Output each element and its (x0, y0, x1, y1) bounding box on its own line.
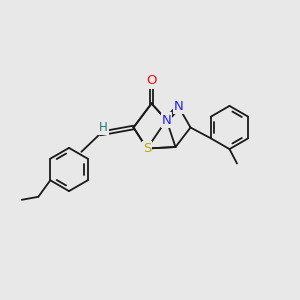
Text: N: N (174, 100, 183, 113)
Text: N: N (162, 113, 171, 127)
Text: S: S (143, 142, 151, 155)
Text: O: O (146, 74, 157, 88)
Text: H: H (99, 121, 108, 134)
